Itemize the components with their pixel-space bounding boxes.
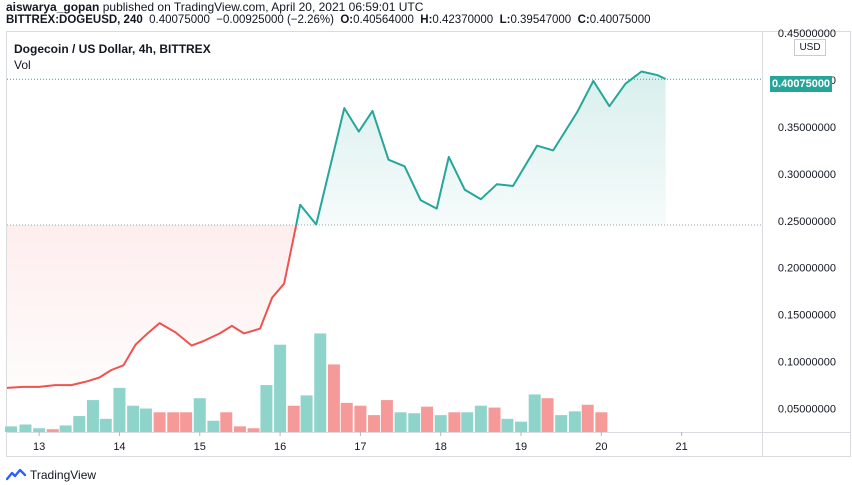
below-baseline-fill	[7, 225, 297, 388]
y-tick-label-2: 0.35000000	[778, 122, 836, 134]
volume-bar-44	[595, 412, 608, 432]
last-price-tag: 0.40075000	[770, 76, 832, 92]
low-label: L:	[499, 14, 511, 26]
volume-bar-25	[340, 402, 353, 432]
volume-bar-3	[46, 429, 59, 432]
volume-bar-27	[368, 415, 381, 432]
high-label: H:	[420, 14, 433, 26]
low-value: 0.39547000	[510, 14, 572, 26]
volume-bar-6	[86, 400, 99, 432]
volume-bar-39	[528, 394, 541, 432]
volume-bar-10	[139, 408, 152, 432]
price-line-down	[6, 224, 298, 389]
volume-bar-14	[193, 398, 206, 432]
x-tick-label-7: 20	[595, 441, 607, 453]
volume-bar-19	[260, 385, 273, 432]
volume-bar-38	[515, 421, 528, 432]
volume-bar-22	[300, 395, 313, 432]
volume-bar-28	[380, 400, 393, 432]
symbol-label: BITTREX:DOGEUSD, 240	[6, 14, 143, 26]
publisher-name: aiswarya_gopan	[6, 0, 100, 14]
volume-bar-20	[274, 344, 287, 432]
volume-bar-31	[421, 406, 434, 432]
volume-bar-32	[434, 415, 447, 432]
close-label: C:	[577, 14, 590, 26]
grid-layer	[7, 31, 851, 457]
price-change-value: −0.00925000 (−2.26%)	[216, 14, 334, 26]
open-value: 0.40564000	[353, 14, 414, 26]
volume-bar-4	[59, 425, 72, 432]
open-label: O:	[340, 14, 354, 26]
volume-bar-5	[73, 416, 86, 432]
volume-bar-1	[19, 424, 32, 432]
currency-label[interactable]: USD	[794, 39, 826, 56]
volume-bar-0	[5, 426, 18, 432]
x-tick-label-8: 21	[676, 441, 688, 453]
chart-legend-title: Dogecoin / US Dollar, 4h, BITTREX	[14, 42, 211, 56]
y-tick-label-0: 0.45000000	[778, 28, 836, 40]
volume-bar-29	[394, 412, 407, 432]
close-value: 0.40075000	[589, 14, 651, 26]
volume-bar-11	[153, 412, 166, 432]
volume-bar-26	[354, 405, 367, 432]
volume-legend-label: Vol	[14, 58, 31, 72]
volume-bar-34	[461, 412, 474, 432]
volume-bar-9	[127, 405, 140, 432]
volume-bar-21	[287, 405, 300, 432]
volume-bar-43	[581, 404, 594, 432]
volume-bar-33	[448, 412, 461, 432]
x-tick-label-4: 17	[354, 441, 366, 453]
tradingview-logo-icon	[6, 468, 26, 481]
volume-bar-15	[207, 420, 220, 432]
x-tick-label-5: 18	[435, 441, 447, 453]
published-text: published on TradingView.com, April 20, …	[102, 0, 424, 14]
volume-bar-7	[99, 418, 112, 432]
x-tick-label-0: 13	[33, 441, 45, 453]
volume-bar-17	[233, 426, 246, 432]
brand-name: TradingView	[30, 468, 97, 482]
volume-bar-8	[113, 387, 126, 432]
y-tick-label-7: 0.10000000	[778, 357, 836, 369]
volume-bar-37	[501, 418, 514, 432]
volume-bar-12	[167, 412, 180, 432]
volume-bar-35	[474, 405, 487, 432]
volume-bar-18	[247, 428, 260, 432]
y-tick-label-6: 0.15000000	[778, 310, 836, 322]
area-fill-layer	[7, 71, 666, 388]
volume-bar-30	[408, 413, 421, 432]
symbol-summary: BITTREX:DOGEUSD, 240 0.40075000 −0.00925…	[6, 14, 651, 26]
x-tick-label-2: 15	[194, 441, 206, 453]
price-line-layer	[6, 70, 762, 389]
y-tick-label-8: 0.05000000	[778, 404, 836, 416]
volume-bar-42	[568, 411, 581, 432]
volume-bar-41	[555, 415, 568, 432]
y-tick-label-4: 0.25000000	[778, 216, 836, 228]
price-line-up	[295, 70, 667, 226]
above-baseline-fill	[296, 71, 666, 225]
volume-bar-40	[541, 398, 554, 432]
volume-layer	[5, 333, 608, 432]
high-value: 0.42370000	[432, 14, 494, 26]
y-tick-label-5: 0.20000000	[778, 263, 836, 275]
volume-bar-13	[180, 412, 193, 432]
y-tick-label-3: 0.30000000	[778, 169, 836, 181]
footer-brand[interactable]: TradingView	[6, 466, 96, 484]
chart-frame[interactable]	[6, 31, 851, 457]
time-axis: 13 14 15 16 17 18 19 20 21	[33, 432, 688, 453]
last-price-value: 0.40075000	[149, 14, 210, 26]
publish-info: aiswarya_gopan published on TradingView.…	[6, 0, 423, 14]
volume-bar-2	[33, 428, 46, 432]
x-tick-label-1: 14	[113, 441, 125, 453]
volume-bar-23	[314, 333, 327, 432]
x-tick-label-6: 19	[515, 441, 527, 453]
x-tick-label-3: 16	[274, 441, 286, 453]
volume-bar-16	[220, 412, 233, 432]
volume-bar-24	[327, 364, 340, 432]
volume-bar-36	[488, 407, 501, 432]
